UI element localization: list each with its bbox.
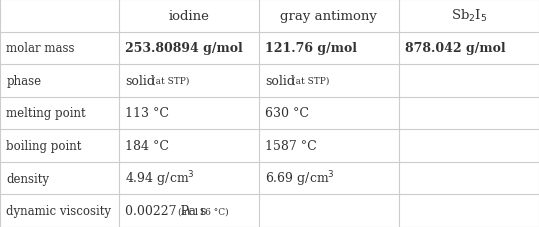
Text: phase: phase [6, 75, 42, 88]
Text: dynamic viscosity: dynamic viscosity [6, 204, 112, 217]
Text: (at 116 °C): (at 116 °C) [178, 206, 229, 215]
Text: density: density [6, 172, 50, 185]
Text: 113 °C: 113 °C [125, 107, 169, 120]
Text: solid: solid [125, 75, 155, 88]
Text: gray antimony: gray antimony [280, 10, 377, 23]
Text: 184 °C: 184 °C [125, 139, 169, 152]
Text: iodine: iodine [168, 10, 209, 23]
Text: (at STP): (at STP) [152, 76, 189, 86]
Text: 6.69 g/cm$^3$: 6.69 g/cm$^3$ [265, 169, 335, 188]
Text: Sb$_2$I$_5$: Sb$_2$I$_5$ [451, 8, 487, 24]
Text: (at STP): (at STP) [292, 76, 329, 86]
Text: 0.00227 Pa s: 0.00227 Pa s [125, 204, 206, 217]
Text: 121.76 g/mol: 121.76 g/mol [265, 42, 357, 55]
Text: 1587 °C: 1587 °C [265, 139, 317, 152]
Text: 630 °C: 630 °C [265, 107, 309, 120]
Text: melting point: melting point [6, 107, 86, 120]
Text: 878.042 g/mol: 878.042 g/mol [405, 42, 506, 55]
Text: 4.94 g/cm$^3$: 4.94 g/cm$^3$ [125, 169, 195, 188]
Text: molar mass: molar mass [6, 42, 75, 55]
Text: 253.80894 g/mol: 253.80894 g/mol [125, 42, 243, 55]
Text: boiling point: boiling point [6, 139, 82, 152]
Text: solid: solid [265, 75, 295, 88]
